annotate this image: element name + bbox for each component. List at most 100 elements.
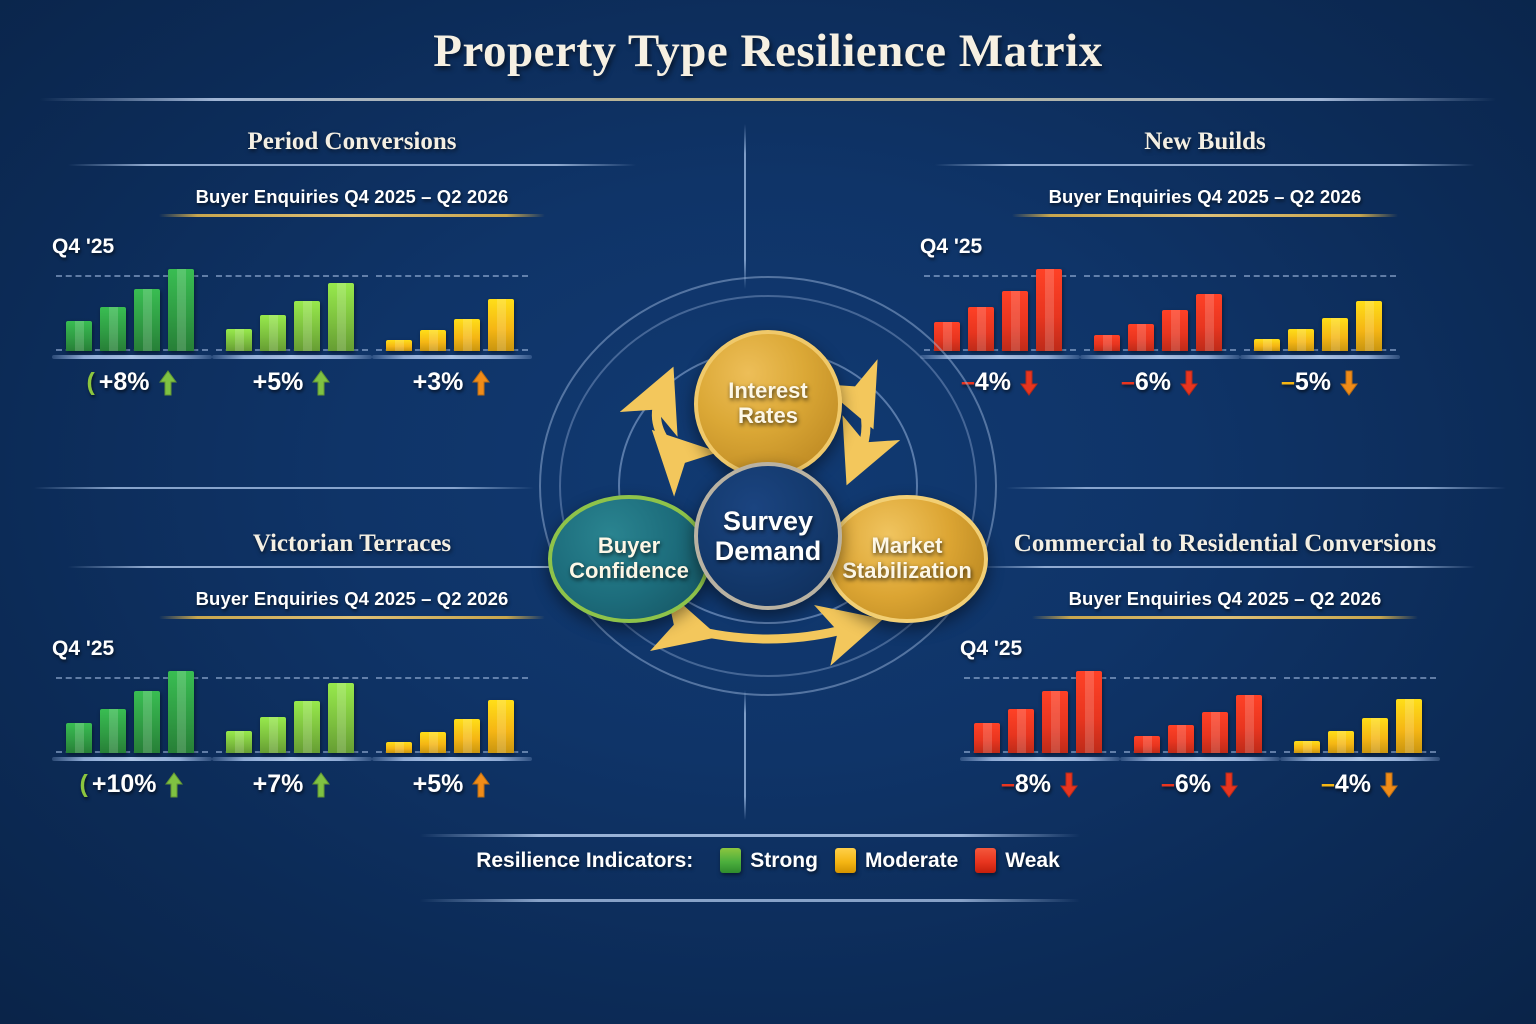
- delta-indicator: +7%: [212, 770, 372, 799]
- node-buyer-confidence[interactable]: Buyer Confidence: [548, 495, 710, 623]
- gridline-upper: [216, 677, 368, 679]
- bar: [488, 700, 514, 753]
- bar-group: [66, 667, 194, 753]
- legend: Resilience Indicators: Strong Moderate W…: [0, 848, 1536, 873]
- bar: [1254, 339, 1280, 351]
- bar: [386, 340, 412, 351]
- gridline-baseline: [1284, 751, 1436, 753]
- bar: [420, 330, 446, 351]
- bar-group: [974, 667, 1102, 753]
- bar: [1076, 671, 1102, 753]
- mini-chart: –4%: [920, 265, 1080, 397]
- mini-chart-plot: [920, 265, 1080, 351]
- bar: [1168, 725, 1194, 753]
- bar-group: [934, 265, 1062, 351]
- legend-item-moderate: Moderate: [834, 848, 959, 873]
- node-label: Market Stabilization: [842, 533, 972, 583]
- legend-divider-bottom: [420, 899, 1080, 902]
- outer-ring-icon: [539, 276, 997, 696]
- bar: [454, 719, 480, 753]
- mini-chart-plot: [1080, 265, 1240, 351]
- bar-group: [1294, 667, 1422, 753]
- bar: [386, 742, 412, 753]
- delta-indicator: +3%: [372, 368, 532, 397]
- panel-period-conversions: Period Conversions Buyer Enquiries Q4 20…: [52, 128, 652, 397]
- axis-baseline: [372, 355, 532, 359]
- bar: [168, 269, 194, 351]
- title-divider: [40, 98, 1496, 101]
- bar: [260, 315, 286, 351]
- delta-value: +7%: [252, 770, 304, 798]
- gridline-baseline: [964, 751, 1116, 753]
- arrow-up-icon: [311, 771, 331, 798]
- bar: [1008, 709, 1034, 753]
- bar: [226, 329, 252, 351]
- mini-chart-plot: [960, 667, 1120, 753]
- bar: [1328, 731, 1354, 753]
- bar: [1042, 691, 1068, 753]
- arrow-down-icon: [1019, 370, 1039, 396]
- bar: [328, 683, 354, 753]
- axis-baseline: [920, 355, 1080, 359]
- node-survey-demand-core[interactable]: Survey Demand: [694, 462, 842, 610]
- panel-axis-label: Q4 '25: [52, 235, 115, 258]
- mini-chart-plot: [212, 265, 372, 351]
- bar: [974, 723, 1000, 753]
- axis-baseline: [1120, 757, 1280, 761]
- panel-title: New Builds: [1144, 128, 1266, 155]
- arrow-down-icon: [1339, 370, 1359, 396]
- bar: [488, 299, 514, 351]
- mini-chart: +5%: [372, 667, 532, 799]
- bar: [1134, 736, 1160, 753]
- delta-indicator: (+10%: [52, 770, 212, 799]
- bar: [66, 321, 92, 351]
- mini-chart: +7%: [212, 667, 372, 799]
- panel-commercial-to-residential: Commercial to Residential Conversions Bu…: [960, 530, 1490, 799]
- delta-indicator: –4%: [1280, 770, 1440, 799]
- panel-new-builds: New Builds Buyer Enquiries Q4 2025 – Q2 …: [920, 128, 1490, 397]
- mini-chart-plot: [52, 667, 212, 753]
- delta-indicator: +5%: [372, 770, 532, 799]
- legend-swatch-strong: [720, 848, 742, 873]
- vertical-divider-top: [744, 124, 746, 289]
- bar-group: [226, 265, 354, 351]
- gridline-baseline: [924, 349, 1076, 351]
- gridline-upper: [1284, 677, 1436, 679]
- delta-value: +5%: [252, 368, 304, 396]
- delta-indicator: +5%: [212, 368, 372, 397]
- node-core-label: Survey Demand: [714, 505, 822, 566]
- mini-chart: +5%: [212, 265, 372, 397]
- mini-charts-row: –4% –6% –5%: [920, 265, 1490, 397]
- bar: [134, 289, 160, 351]
- bar: [420, 732, 446, 753]
- gridline-upper: [924, 275, 1076, 277]
- bar: [1202, 712, 1228, 753]
- panel-title-rule: [68, 566, 636, 568]
- axis-baseline: [212, 355, 372, 359]
- bar: [1094, 335, 1120, 351]
- gridline-upper: [376, 275, 528, 277]
- gridline-baseline: [376, 751, 528, 753]
- node-market-stabilization[interactable]: Market Stabilization: [826, 495, 988, 623]
- arrow-up-icon: [311, 369, 331, 396]
- gridline-baseline: [216, 349, 368, 351]
- arrow-down-icon: [1379, 772, 1399, 798]
- panel-title: Period Conversions: [247, 128, 457, 155]
- legend-label: Resilience Indicators:: [476, 848, 694, 872]
- gridline-upper: [56, 275, 208, 277]
- mini-charts-row: (+8% +5% +3%: [52, 265, 652, 397]
- delta-paren: (: [86, 368, 95, 396]
- legend-text: Moderate: [864, 848, 959, 872]
- gridline-baseline: [56, 751, 208, 753]
- gridline-upper: [964, 677, 1116, 679]
- bar: [454, 319, 480, 351]
- axis-baseline: [1280, 757, 1440, 761]
- bar-group: [66, 265, 194, 351]
- bar: [1236, 695, 1262, 753]
- axis-baseline: [960, 757, 1120, 761]
- gridline-baseline: [56, 349, 208, 351]
- mini-chart: –6%: [1080, 265, 1240, 397]
- mini-chart: –8%: [960, 667, 1120, 799]
- node-interest-rates[interactable]: Interest Rates: [694, 330, 842, 478]
